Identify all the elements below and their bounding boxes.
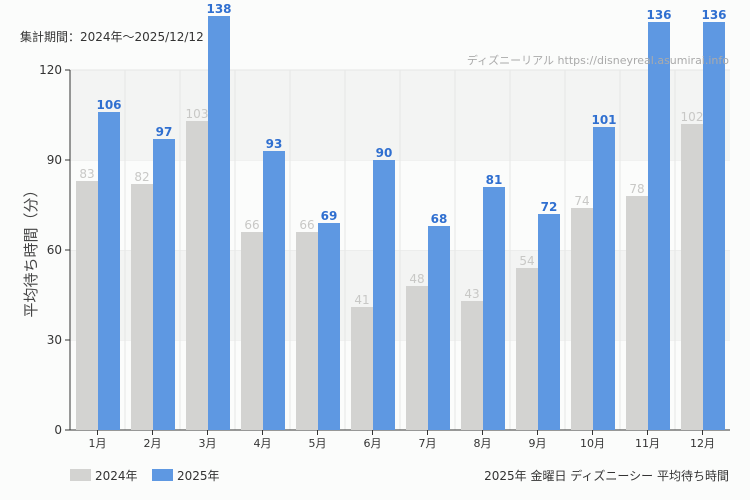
data-label: 97	[156, 125, 173, 139]
data-label: 78	[629, 182, 644, 196]
bar-2025年	[593, 127, 615, 430]
data-label: 90	[376, 146, 393, 160]
bar-2025年	[373, 160, 395, 430]
bar-2024年	[296, 232, 318, 430]
bar-2025年	[263, 151, 285, 430]
x-tick-label: 3月	[199, 437, 217, 450]
y-axis-label: 平均待ち時間（分）	[22, 182, 40, 317]
bar-2024年	[76, 181, 98, 430]
bar-2024年	[516, 268, 538, 430]
bar-2025年	[483, 187, 505, 430]
bar-2024年	[241, 232, 263, 430]
x-tick-label: 8月	[474, 437, 492, 450]
legend-swatch	[70, 469, 91, 481]
data-label: 66	[299, 218, 314, 232]
bar-2024年	[626, 196, 648, 430]
bar-2025年	[98, 112, 120, 430]
x-tick-label: 7月	[419, 437, 437, 450]
x-tick-label: 10月	[580, 437, 605, 450]
y-tick-label: 120	[39, 63, 62, 77]
subtitle: 集計期間：2024年～2025/12/12	[20, 29, 204, 44]
bar-2024年	[406, 286, 428, 430]
data-label: 41	[354, 293, 369, 307]
bar-2024年	[131, 184, 153, 430]
bar-2025年	[538, 214, 560, 430]
x-tick-label: 4月	[254, 437, 272, 450]
data-label: 136	[646, 8, 671, 22]
x-tick-label: 6月	[364, 437, 382, 450]
bar-2024年	[351, 307, 373, 430]
bar-2024年	[186, 121, 208, 430]
x-tick-label: 5月	[309, 437, 327, 450]
data-label: 83	[79, 167, 94, 181]
legend-label: 2024年	[95, 469, 138, 483]
x-tick-label: 1月	[89, 437, 107, 450]
data-label: 93	[266, 137, 283, 151]
y-tick-label: 0	[54, 423, 62, 437]
data-label: 72	[541, 200, 558, 214]
data-label: 81	[486, 173, 503, 187]
watermark: ディズニーリアル https://disneyreal.asumirai.inf…	[467, 53, 729, 67]
y-tick-label: 60	[47, 243, 62, 257]
data-label: 138	[206, 2, 231, 16]
legend-swatch	[152, 469, 173, 481]
data-label: 66	[244, 218, 259, 232]
x-tick-label: 11月	[635, 437, 660, 450]
legend-label: 2025年	[177, 469, 220, 483]
bar-2024年	[681, 124, 703, 430]
data-label: 43	[464, 287, 479, 301]
data-label: 54	[519, 254, 534, 268]
data-label: 69	[321, 209, 338, 223]
x-tick-label: 9月	[529, 437, 547, 450]
data-label: 68	[431, 212, 448, 226]
data-label: 103	[186, 107, 209, 121]
bar-2025年	[208, 16, 230, 430]
bar-2025年	[428, 226, 450, 430]
bar-2024年	[571, 208, 593, 430]
x-tick-label: 12月	[690, 437, 715, 450]
y-tick-label: 90	[47, 153, 62, 167]
data-label: 74	[574, 194, 589, 208]
bar-2025年	[153, 139, 175, 430]
data-label: 102	[681, 110, 704, 124]
data-label: 136	[701, 8, 726, 22]
y-tick-label: 30	[47, 333, 62, 347]
bar-2025年	[703, 22, 725, 430]
x-tick-label: 2月	[144, 437, 162, 450]
data-label: 82	[134, 170, 149, 184]
data-label: 106	[96, 98, 121, 112]
bar-2025年	[648, 22, 670, 430]
bar-2024年	[461, 301, 483, 430]
bar-2025年	[318, 223, 340, 430]
data-label: 101	[591, 113, 616, 127]
chart-title: 2025年 金曜日 ディズニーシー 平均待ち時間	[484, 468, 729, 483]
data-label: 48	[409, 272, 424, 286]
